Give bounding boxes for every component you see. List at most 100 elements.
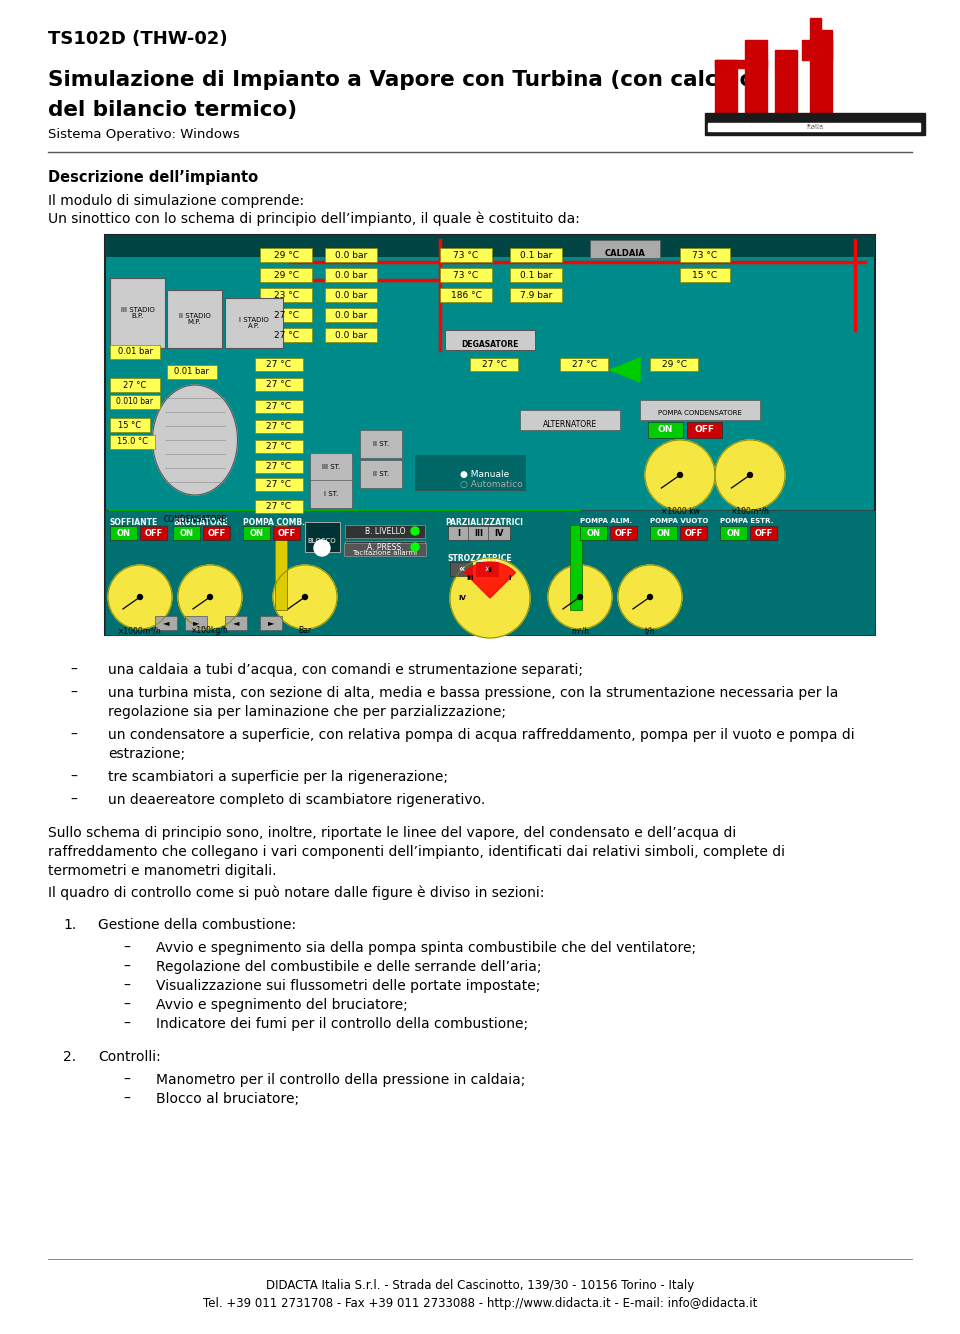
Text: B. LIVELLO: B. LIVELLO (365, 527, 405, 535)
Bar (708, 123, 920, 131)
Bar (610, 526, 637, 540)
Bar (155, 616, 177, 630)
Bar (680, 248, 730, 261)
Text: OFF: OFF (614, 528, 633, 538)
Bar (110, 346, 160, 359)
Text: ×1000m³/h: ×1000m³/h (118, 626, 162, 635)
Text: 27 °C: 27 °C (267, 462, 292, 471)
Text: 27 °C: 27 °C (124, 380, 147, 390)
Text: Blocco al bruciatore;: Blocco al bruciatore; (156, 1093, 300, 1106)
Text: 0.0 bar: 0.0 bar (335, 271, 367, 280)
Bar (255, 478, 303, 491)
Polygon shape (610, 358, 640, 382)
Bar (560, 358, 608, 371)
Bar (255, 420, 303, 434)
Text: 0.1 bar: 0.1 bar (520, 251, 552, 260)
Text: OFF: OFF (207, 528, 226, 538)
Text: III: III (467, 575, 474, 582)
Text: ON: ON (658, 426, 673, 435)
Text: 27 °C: 27 °C (267, 402, 292, 411)
Circle shape (715, 440, 785, 510)
Text: 29 °C: 29 °C (274, 251, 299, 260)
Bar (325, 248, 377, 261)
Text: II ST.: II ST. (372, 442, 389, 447)
Bar (648, 422, 683, 438)
Bar (468, 526, 490, 540)
Text: III: III (474, 528, 484, 538)
Bar (110, 526, 137, 540)
Text: 7.9 bar: 7.9 bar (520, 291, 552, 300)
Text: una turbina mista, con sezione di alta, media e bassa pressione, con la strument: una turbina mista, con sezione di alta, … (108, 686, 838, 700)
Text: 27 °C: 27 °C (267, 360, 292, 370)
Bar (255, 400, 303, 414)
Circle shape (548, 566, 612, 630)
Bar (810, 29, 832, 115)
Bar (305, 522, 340, 552)
Text: 0.0 bar: 0.0 bar (335, 311, 367, 320)
Text: ◄: ◄ (232, 619, 239, 627)
Text: II STADIO
M.P.: II STADIO M.P. (179, 312, 210, 325)
Bar (325, 308, 377, 321)
Bar (775, 49, 797, 115)
Text: 0.1 bar: 0.1 bar (520, 271, 552, 280)
Text: 29 °C: 29 °C (661, 360, 686, 370)
Bar (255, 378, 303, 391)
Bar (680, 268, 730, 281)
Circle shape (748, 472, 753, 478)
Text: Manometro per il controllo della pressione in caldaia;: Manometro per il controllo della pressio… (156, 1073, 525, 1087)
Bar (260, 308, 312, 321)
Circle shape (411, 527, 419, 535)
Bar (173, 526, 200, 540)
Text: –: – (70, 770, 77, 784)
Bar (105, 235, 875, 635)
Bar (310, 454, 352, 482)
Bar (590, 240, 660, 257)
Bar (344, 543, 426, 556)
Bar (255, 500, 303, 514)
Text: I STADIO
A.P.: I STADIO A.P. (239, 316, 269, 329)
Text: ⌂⌂⌂⌂: ⌂⌂⌂⌂ (803, 123, 828, 133)
Text: OFF: OFF (694, 426, 714, 435)
Bar (185, 616, 207, 630)
Text: ON: ON (250, 528, 263, 538)
Text: ON: ON (727, 528, 740, 538)
Text: 0.0 bar: 0.0 bar (335, 331, 367, 339)
Text: termometri e manometri digitali.: termometri e manometri digitali. (48, 864, 276, 878)
Text: OFF: OFF (684, 528, 703, 538)
Text: tre scambiatori a superficie per la rigenerazione;: tre scambiatori a superficie per la rige… (108, 770, 448, 784)
Text: III ST.: III ST. (322, 464, 340, 470)
Text: italia: italia (806, 124, 824, 129)
Text: 15 °C: 15 °C (692, 271, 717, 280)
Bar (715, 60, 767, 68)
Text: I ST.: I ST. (324, 491, 338, 498)
Circle shape (618, 566, 682, 630)
Text: una caldaia a tubi d’acqua, con comandi e strumentazione separati;: una caldaia a tubi d’acqua, con comandi … (108, 663, 583, 676)
Text: ◄: ◄ (163, 619, 169, 627)
Bar (110, 277, 165, 348)
Bar (360, 430, 402, 458)
Text: BLOCCO: BLOCCO (308, 538, 336, 544)
Bar (167, 366, 217, 379)
Bar (260, 248, 312, 261)
Text: ● Manuale: ● Manuale (460, 470, 509, 479)
Text: –: – (123, 1017, 130, 1031)
Bar (345, 542, 425, 554)
Text: III STADIO
B.P.: III STADIO B.P. (121, 307, 155, 320)
Text: DIDACTA Italia S.r.l. - Strada del Cascinotto, 139/30 - 10156 Torino - Italy: DIDACTA Italia S.r.l. - Strada del Casci… (266, 1279, 694, 1293)
Text: 27 °C: 27 °C (571, 360, 596, 370)
Ellipse shape (153, 386, 237, 495)
Bar (810, 17, 821, 29)
Circle shape (411, 543, 419, 551)
Circle shape (647, 595, 653, 599)
Bar (243, 526, 270, 540)
Text: Tel. +39 011 2731708 - Fax +39 011 2733088 - http://www.didacta.it - E-mail: inf: Tel. +39 011 2731708 - Fax +39 011 27330… (203, 1297, 757, 1310)
Text: un deaereatore completo di scambiatore rigenerativo.: un deaereatore completo di scambiatore r… (108, 792, 485, 807)
Text: Il modulo di simulazione comprende:: Il modulo di simulazione comprende: (48, 193, 304, 208)
Bar (260, 328, 312, 342)
Text: –: – (123, 960, 130, 974)
Circle shape (314, 540, 330, 556)
Bar (225, 297, 283, 348)
Bar (110, 395, 160, 410)
Circle shape (108, 566, 172, 630)
Bar (105, 510, 875, 635)
